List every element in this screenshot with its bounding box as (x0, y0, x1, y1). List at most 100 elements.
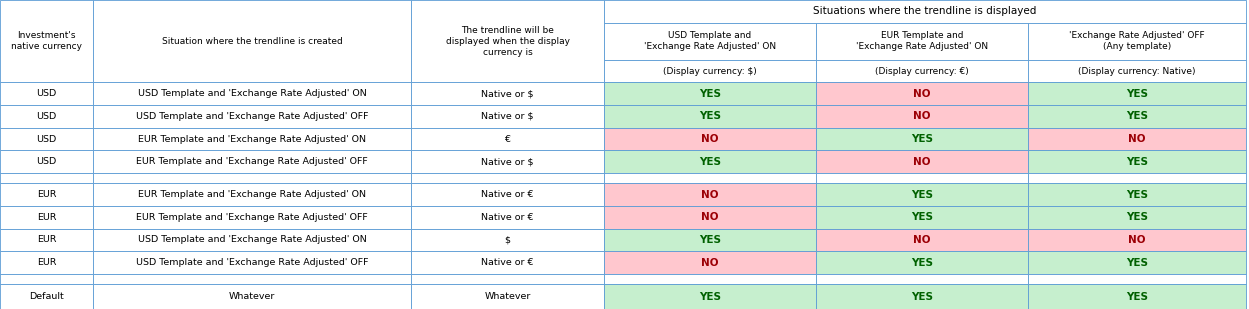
Text: $: $ (505, 235, 511, 244)
Text: NO: NO (913, 235, 931, 245)
Text: NO: NO (701, 212, 718, 222)
Bar (92, 251, 411, 274)
Bar (0, 183, 92, 206)
Bar (605, 183, 816, 206)
Bar (816, 83, 1028, 105)
Text: USD Template and 'Exchange Rate Adjusted' ON: USD Template and 'Exchange Rate Adjusted… (137, 235, 366, 244)
Bar (605, 0, 1247, 23)
Bar (605, 274, 816, 284)
Text: Investment's
native currency: Investment's native currency (11, 31, 82, 51)
Text: USD Template and
'Exchange Rate Adjusted' ON: USD Template and 'Exchange Rate Adjusted… (644, 31, 776, 51)
Bar (1028, 229, 1247, 251)
Text: (Display currency: Native): (Display currency: Native) (1078, 66, 1195, 76)
Bar (605, 60, 816, 83)
Text: YES: YES (911, 258, 933, 268)
Text: NO: NO (913, 111, 931, 121)
Bar (92, 229, 411, 251)
Bar (0, 229, 92, 251)
Text: Native or €: Native or € (481, 213, 533, 222)
Bar (92, 183, 411, 206)
Bar (411, 0, 605, 83)
Text: YES: YES (1127, 190, 1148, 200)
Bar (605, 150, 816, 173)
Bar (92, 105, 411, 128)
Bar (605, 229, 816, 251)
Text: YES: YES (699, 89, 721, 99)
Bar (92, 150, 411, 173)
Text: NO: NO (1128, 134, 1145, 144)
Bar (816, 128, 1028, 150)
Text: USD: USD (36, 157, 56, 166)
Text: YES: YES (911, 292, 933, 302)
Text: YES: YES (699, 292, 721, 302)
Bar (605, 173, 816, 183)
Text: (Display currency: $): (Display currency: $) (663, 66, 757, 76)
Text: EUR Template and
'Exchange Rate Adjusted' ON: EUR Template and 'Exchange Rate Adjusted… (856, 31, 988, 51)
Bar (0, 206, 92, 229)
Bar (816, 60, 1028, 83)
Bar (0, 105, 92, 128)
Bar (92, 83, 411, 105)
Text: YES: YES (1127, 111, 1148, 121)
Text: YES: YES (911, 212, 933, 222)
Bar (92, 0, 411, 83)
Bar (0, 284, 92, 309)
Bar (0, 128, 92, 150)
Bar (1028, 105, 1247, 128)
Bar (1028, 183, 1247, 206)
Text: USD Template and 'Exchange Rate Adjusted' ON: USD Template and 'Exchange Rate Adjusted… (137, 89, 366, 98)
Text: EUR: EUR (36, 235, 56, 244)
Text: YES: YES (699, 157, 721, 167)
Text: YES: YES (1127, 258, 1148, 268)
Bar (1028, 206, 1247, 229)
Text: EUR Template and 'Exchange Rate Adjusted' ON: EUR Template and 'Exchange Rate Adjusted… (137, 134, 366, 144)
Text: EUR: EUR (36, 190, 56, 199)
Bar (92, 274, 411, 284)
Bar (605, 23, 816, 60)
Text: EUR Template and 'Exchange Rate Adjusted' ON: EUR Template and 'Exchange Rate Adjusted… (137, 190, 366, 199)
Text: EUR: EUR (36, 258, 56, 267)
Bar (0, 274, 92, 284)
Text: Native or $: Native or $ (481, 89, 533, 98)
Text: Default: Default (29, 292, 64, 301)
Bar (1028, 128, 1247, 150)
Bar (605, 206, 816, 229)
Text: USD: USD (36, 112, 56, 121)
Bar (0, 173, 92, 183)
Bar (1028, 23, 1247, 60)
Bar (816, 23, 1028, 60)
Bar (411, 206, 605, 229)
Bar (92, 128, 411, 150)
Text: NO: NO (913, 157, 931, 167)
Bar (92, 206, 411, 229)
Text: Whatever: Whatever (229, 292, 275, 301)
Bar (411, 229, 605, 251)
Text: Whatever: Whatever (485, 292, 531, 301)
Text: USD Template and 'Exchange Rate Adjusted' OFF: USD Template and 'Exchange Rate Adjusted… (136, 112, 368, 121)
Bar (1028, 150, 1247, 173)
Bar (816, 173, 1028, 183)
Bar (605, 284, 816, 309)
Text: YES: YES (911, 190, 933, 200)
Bar (1028, 284, 1247, 309)
Text: NO: NO (701, 190, 718, 200)
Text: Native or $: Native or $ (481, 112, 533, 121)
Text: NO: NO (701, 258, 718, 268)
Text: €: € (505, 134, 511, 144)
Text: Native or €: Native or € (481, 258, 533, 267)
Bar (411, 274, 605, 284)
Bar (92, 284, 411, 309)
Text: YES: YES (1127, 157, 1148, 167)
Bar (411, 150, 605, 173)
Text: YES: YES (1127, 292, 1148, 302)
Bar (605, 251, 816, 274)
Text: EUR: EUR (36, 213, 56, 222)
Bar (411, 105, 605, 128)
Text: (Display currency: €): (Display currency: €) (876, 66, 969, 76)
Bar (816, 206, 1028, 229)
Bar (411, 183, 605, 206)
Bar (605, 83, 816, 105)
Bar (411, 83, 605, 105)
Bar (1028, 60, 1247, 83)
Text: EUR Template and 'Exchange Rate Adjusted' OFF: EUR Template and 'Exchange Rate Adjusted… (136, 157, 368, 166)
